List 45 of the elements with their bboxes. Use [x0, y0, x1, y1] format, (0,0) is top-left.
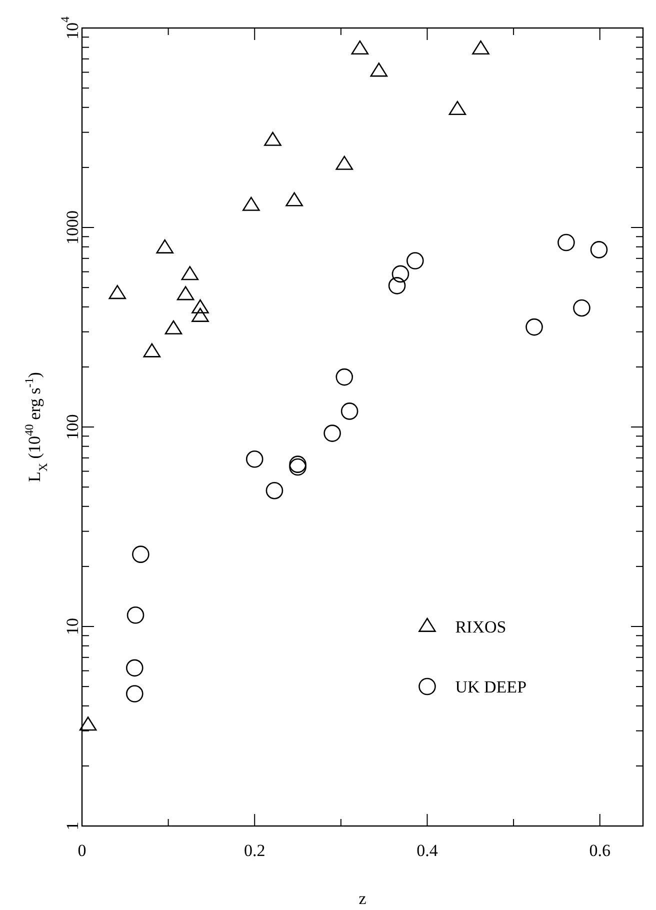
point	[558, 234, 575, 252]
x-tick-label: 0.2	[244, 841, 266, 860]
point	[164, 320, 182, 334]
point	[392, 265, 410, 283]
point	[108, 285, 126, 300]
point	[126, 659, 144, 677]
point	[336, 156, 354, 170]
y-tick-label: 10	[62, 618, 82, 635]
y-tick-label: 100	[62, 414, 82, 440]
point	[406, 252, 424, 270]
point	[289, 456, 306, 473]
point	[264, 132, 282, 146]
point	[192, 299, 209, 314]
point	[192, 308, 209, 322]
point	[143, 343, 161, 358]
point	[266, 482, 284, 500]
point	[590, 241, 608, 258]
point	[526, 318, 543, 336]
point	[573, 299, 590, 317]
point	[388, 277, 406, 294]
point	[370, 62, 388, 77]
x-tick-label: 0.6	[589, 841, 610, 860]
point	[176, 286, 194, 300]
point	[126, 685, 144, 702]
legend-label: RIXOS	[455, 618, 506, 636]
point	[336, 368, 354, 386]
point	[351, 40, 369, 55]
point	[286, 192, 303, 206]
point	[126, 606, 144, 624]
point	[156, 239, 174, 254]
y-tick-label: 1000	[62, 210, 82, 244]
x-tick-label: 0	[78, 841, 86, 860]
point	[472, 40, 490, 55]
x-axis-title: z	[358, 889, 367, 908]
point	[132, 546, 150, 563]
point	[324, 424, 341, 442]
point	[289, 458, 306, 476]
legend-label: UK DEEP	[455, 678, 527, 696]
point	[242, 196, 260, 211]
point	[181, 266, 199, 280]
point	[340, 402, 358, 420]
y-tick-label: 1	[62, 822, 82, 830]
x-tick-label: 0.4	[416, 841, 438, 860]
point	[246, 450, 264, 468]
point	[448, 100, 466, 116]
